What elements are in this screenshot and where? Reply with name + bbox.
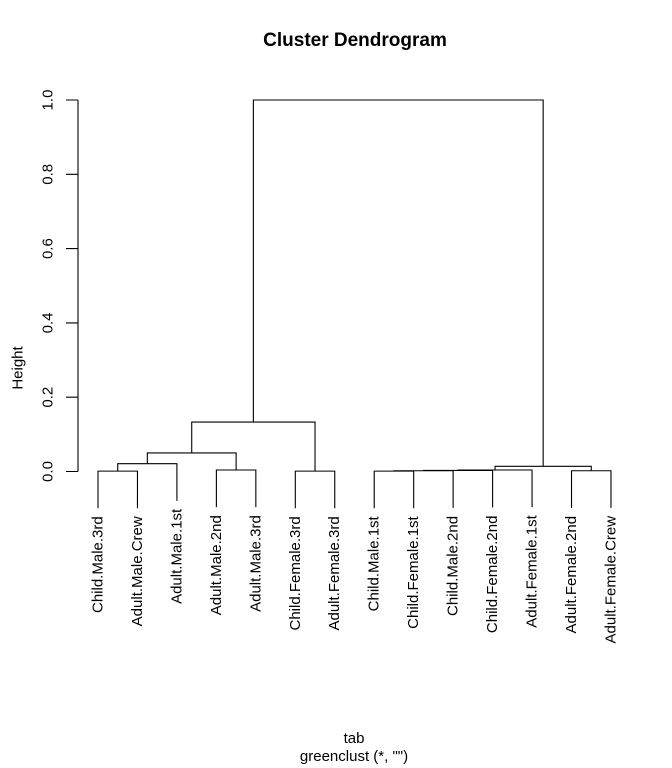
method-caption: greenclust (*, "") [300, 748, 408, 765]
y-axis-line [66, 99, 79, 473]
y-tick-label: 0.6 [40, 238, 57, 259]
leaf-label: Child.Male.2nd [445, 516, 462, 616]
dendrogram-path [97, 99, 612, 509]
leaf-label: Child.Female.2nd [484, 516, 501, 634]
leaf-label: Child.Female.3rd [287, 516, 304, 630]
leaf-label: Adult.Male.2nd [208, 515, 225, 615]
leaf-label: Adult.Male.Crew [129, 516, 146, 626]
y-tick-label: 0.0 [40, 461, 57, 482]
y-axis-label: Height [10, 345, 27, 389]
leaf-label: Child.Male.1st [366, 515, 383, 611]
y-tick-label: 0.4 [40, 312, 57, 333]
x-axis-caption: tab [344, 730, 365, 747]
y-tick-labels: 0.0 0.2 0.4 0.6 0.8 1.0 [40, 90, 57, 482]
leaf-label: Adult.Female.3rd [326, 516, 343, 630]
y-axis [66, 99, 79, 473]
chart-title: Cluster Dendrogram [263, 30, 447, 51]
y-tick-label: 1.0 [40, 90, 57, 111]
y-tick-label: 0.8 [40, 164, 57, 185]
leaf-label: Adult.Female.1st [524, 514, 541, 627]
leaf-label: Adult.Male.1st [168, 508, 185, 604]
leaf-label: Adult.Male.3rd [247, 515, 264, 612]
leaf-labels: Child.Male.3rd Adult.Male.Crew Adult.Male.… [90, 508, 620, 643]
dendrogram-lines [97, 99, 612, 509]
leaf-label: Child.Female.1st [405, 515, 422, 628]
leaf-label: Child.Male.3rd [90, 516, 107, 613]
y-tick-label: 0.2 [40, 387, 57, 408]
leaf-label: Adult.Female.Crew [602, 516, 619, 644]
leaf-label: Adult.Female.2nd [563, 516, 580, 634]
